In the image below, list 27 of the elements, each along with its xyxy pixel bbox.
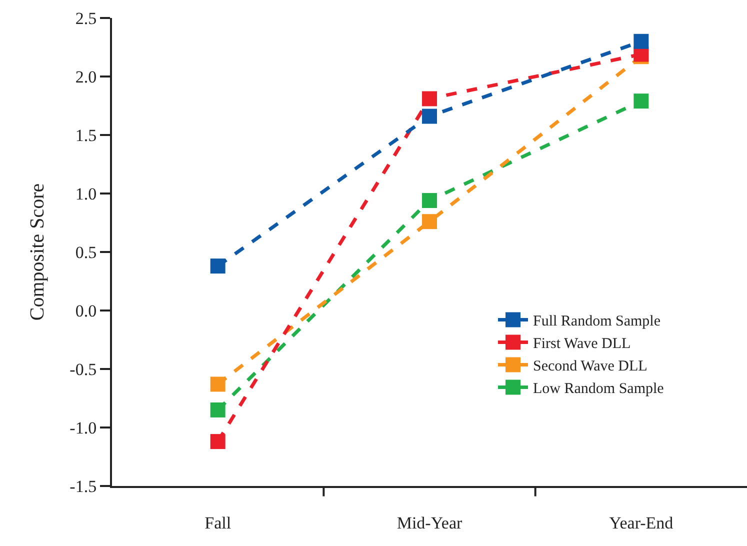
y-tick-label: 2.0 bbox=[75, 67, 97, 86]
legend-label: Second Wave DLL bbox=[533, 358, 648, 375]
y-tick-label: 0.5 bbox=[75, 242, 97, 262]
y-tick-label: 2.5 bbox=[75, 8, 97, 28]
point bbox=[422, 91, 437, 106]
point bbox=[210, 402, 226, 418]
legend-label: Full Random Sample bbox=[533, 314, 661, 330]
y-tick-label: 0.0 bbox=[75, 301, 97, 320]
y-tick-label: 1.0 bbox=[75, 184, 97, 204]
point bbox=[210, 258, 226, 274]
x-tick-label: Fall bbox=[204, 513, 232, 532]
point bbox=[422, 214, 437, 230]
y-tick-label: -1.5 bbox=[70, 476, 97, 496]
y-axis-title: Composite Score bbox=[26, 183, 49, 321]
legend-label: Low Random Sample bbox=[533, 381, 664, 398]
x-tick-label: Year-End bbox=[609, 513, 674, 532]
point bbox=[210, 434, 226, 450]
y-tick-label: -0.5 bbox=[70, 360, 97, 379]
point bbox=[422, 108, 437, 124]
legend-label: First Wave DLL bbox=[533, 336, 631, 352]
y-tick-label: 1.5 bbox=[75, 126, 97, 145]
point bbox=[634, 34, 649, 49]
point bbox=[634, 94, 649, 109]
point bbox=[422, 193, 437, 208]
point bbox=[210, 376, 226, 392]
y-tick-label: -1.0 bbox=[70, 418, 97, 438]
x-tick-label: Mid-Year bbox=[396, 513, 462, 532]
